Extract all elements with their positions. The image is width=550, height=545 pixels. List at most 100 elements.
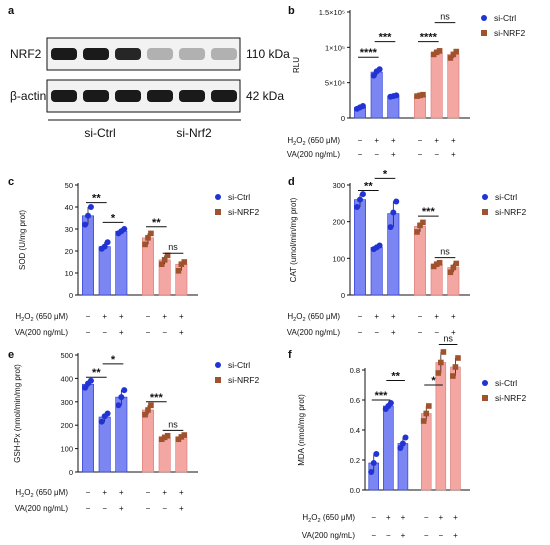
panel-c-h2o2-sign: + <box>102 312 107 321</box>
blot-size-label: 110 kDa <box>246 47 290 61</box>
panel-b-data-point <box>430 51 437 58</box>
panel-f-h2o2-sign: + <box>453 513 458 522</box>
panel-f-va-sign: − <box>386 531 391 540</box>
panel-f-bar <box>420 413 432 491</box>
panel-f-legend-swatch <box>482 380 488 386</box>
panel-e-y-tick-label: 0 <box>69 468 73 477</box>
panel-e-h2o2-sign: − <box>86 488 91 497</box>
panel-c-sig-label: ns <box>168 242 178 252</box>
panel-b-data-point <box>414 93 420 99</box>
panel-d-data-point <box>450 264 457 271</box>
panel-b-va-sign: − <box>358 150 363 159</box>
panel-d-bar <box>370 247 383 296</box>
panel-f-letter: f <box>288 349 292 361</box>
panel-c-bar <box>82 215 94 296</box>
panel-c-h2o2-sign: + <box>119 312 124 321</box>
panel-e-data-point <box>161 434 168 441</box>
panel-d-data-point <box>359 191 366 198</box>
panel-c-h2o2-sign: + <box>162 312 167 321</box>
panel-f-va-label: VA(200 ng/mL) <box>302 531 356 540</box>
panel-d-data-point <box>430 263 437 270</box>
panel-c-h2o2-sign: − <box>146 312 151 321</box>
panel-c-legend-swatch <box>215 209 221 215</box>
blot-band <box>51 48 77 60</box>
panel-b-h2o2-label: H2O2 (650 μM) <box>287 136 340 147</box>
panel-e-bar <box>115 396 128 473</box>
panel-d-data-point <box>393 198 400 205</box>
panel-f-data-point <box>435 370 442 376</box>
panel-d-y-tick-label: 0 <box>341 291 345 300</box>
panel-d-sig-label: * <box>383 168 388 180</box>
panel-f-legend-swatch <box>482 395 488 401</box>
panel-e-legend-swatch <box>215 362 221 368</box>
panel-f-data-point <box>399 440 406 447</box>
blot-size-label: 42 kDa <box>246 89 284 103</box>
panel-e-bar <box>175 436 188 473</box>
panel-e-data-point <box>87 377 94 384</box>
panel-b-bar <box>447 54 460 119</box>
panel-e-y-tick-label: 400 <box>60 374 73 383</box>
panel-b-y-tick-label: 0 <box>341 114 345 123</box>
panel-f-data-point <box>387 400 394 406</box>
panel-e-data-point <box>104 410 111 417</box>
panel-c-sig-label: * <box>111 212 116 224</box>
panel-b-data-point <box>393 92 400 99</box>
panel-e-data-point <box>121 387 128 394</box>
panel-b-y-axis-label: RLU <box>292 57 301 73</box>
panel-e-letter: e <box>8 349 14 361</box>
panel-f-data-point <box>420 418 427 424</box>
panel-b-data-point <box>359 102 366 109</box>
blot-band <box>83 90 109 102</box>
panel-e-sig-label: ** <box>92 367 101 379</box>
panel-f-data-point <box>438 359 444 366</box>
panel-e-va-sign: + <box>179 504 184 513</box>
panel-e-va-sign: − <box>86 504 91 513</box>
panel-f-sig-label: *** <box>375 390 389 402</box>
panel-f-h2o2-sign: + <box>438 513 443 522</box>
blot-frame <box>46 79 241 113</box>
panel-d-h2o2-sign: + <box>451 312 456 321</box>
blot-band <box>211 90 237 102</box>
panel-f-data-point <box>373 451 380 457</box>
blot-frame <box>46 37 241 71</box>
panel-b-data-point <box>450 51 457 58</box>
panel-f-y-axis-label: MDA (nmol/mg prot) <box>297 394 306 466</box>
panel-f-bar <box>435 362 447 491</box>
panel-e-legend-swatch <box>215 377 221 383</box>
blot-band <box>115 48 141 60</box>
panel-b-h2o2-sign: + <box>434 136 439 145</box>
panel-c-data-point <box>121 226 128 232</box>
panel-c-letter: c <box>8 176 14 188</box>
panel-e-va-sign: − <box>146 504 151 513</box>
blot-band <box>179 90 205 102</box>
panel-f-va-sign: − <box>438 531 443 540</box>
panel-d-h2o2-label: H2O2 (650 μM) <box>287 312 340 323</box>
panel-d-va-sign: − <box>434 328 439 337</box>
panel-f-h2o2-sign: − <box>371 513 376 522</box>
panel-f-legend-label: si-NRF2 <box>495 393 526 403</box>
panel-e-data-point <box>142 411 148 418</box>
panel-e-data-point <box>181 432 188 438</box>
panel-d-data-point <box>417 222 423 229</box>
panel-c-data-point <box>142 241 148 248</box>
panel-b-legend-swatch <box>481 30 487 36</box>
panel-c-y-tick-label: 30 <box>65 225 73 234</box>
panel-d-va-sign: + <box>391 328 396 337</box>
panel-f-data-point <box>426 403 432 409</box>
panel-e-h2o2-label: H2O2 (650 μM) <box>15 488 68 499</box>
panel-f-h2o2-sign: − <box>424 513 429 522</box>
panel-c-va-sign: − <box>146 328 151 337</box>
panel-b-data-point <box>447 55 454 61</box>
panel-d-data-point <box>357 196 363 203</box>
blot-band <box>83 48 109 60</box>
panel-b-h2o2-sign: + <box>391 136 396 145</box>
panel-d-y-axis-label: CAT (umol/min/mg prot) <box>289 197 298 282</box>
panel-c-y-tick-label: 0 <box>69 291 73 300</box>
panel-d-sig-label: ns <box>440 247 450 257</box>
panel-d-y-tick-label: 200 <box>332 218 345 227</box>
panel-c-data-point <box>145 235 151 241</box>
panel-b-sig-label: *** <box>379 32 393 44</box>
panel-f-sig-label: ns <box>443 334 453 344</box>
panel-f-bar <box>450 366 461 491</box>
panel-e-y-tick-label: 300 <box>60 398 73 407</box>
